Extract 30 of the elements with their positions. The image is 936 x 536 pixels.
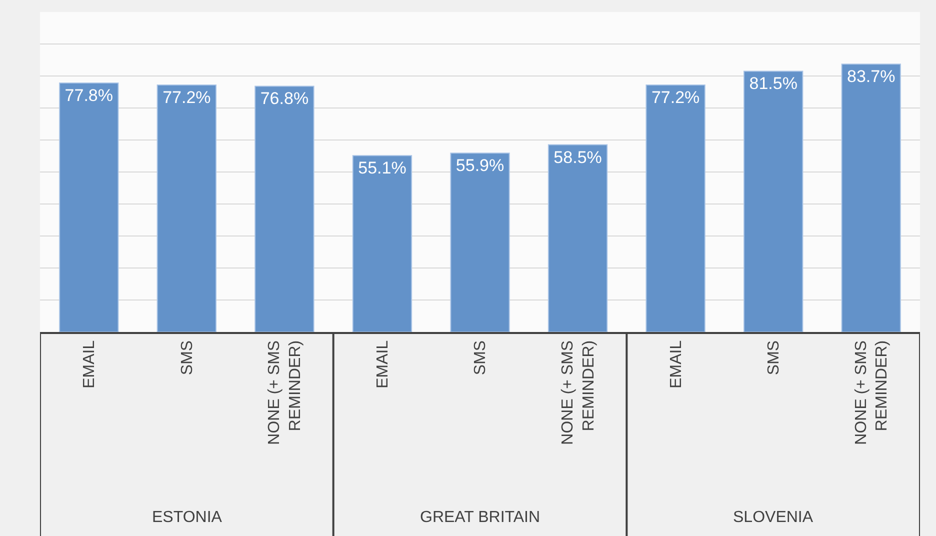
x-tick-label: NONE (+ SMS REMINDER) — [560, 340, 598, 445]
bar — [156, 84, 216, 332]
data-label: 58.5% — [554, 148, 602, 167]
data-label: 77.8% — [64, 86, 113, 106]
data-label: 83.7% — [847, 67, 896, 86]
x-tick-label: NONE (+ SMS REMINDER) — [852, 340, 891, 445]
text: SLOVENIA — [733, 509, 814, 526]
x-tick-label: SMS — [178, 340, 196, 376]
x-tick-label: NONE (+ SMS REMINDER) — [266, 340, 304, 445]
bar — [841, 64, 901, 332]
x-tick-label: SMS — [472, 340, 490, 376]
text: GREAT BRITAIN — [420, 509, 540, 526]
x-tick-label: SMS — [766, 340, 783, 376]
bar — [59, 82, 119, 332]
x-tick-label: EMAIL — [374, 340, 392, 388]
bar — [646, 84, 706, 332]
bar — [548, 144, 608, 332]
data-label: 81.5% — [749, 74, 798, 94]
data-label: 55.9% — [456, 156, 504, 176]
x-tick-label: EMAIL — [668, 340, 685, 388]
bar — [254, 86, 314, 332]
data-label: 77.2% — [651, 88, 700, 107]
bar — [450, 152, 510, 332]
x-tick-label: EMAIL — [81, 340, 98, 388]
data-label: 77.2% — [162, 88, 211, 107]
bar — [744, 70, 804, 332]
data-label: 55.1% — [358, 158, 406, 178]
text: ESTONIA — [152, 509, 222, 526]
bar — [352, 155, 412, 332]
data-label: 76.8% — [260, 89, 309, 108]
